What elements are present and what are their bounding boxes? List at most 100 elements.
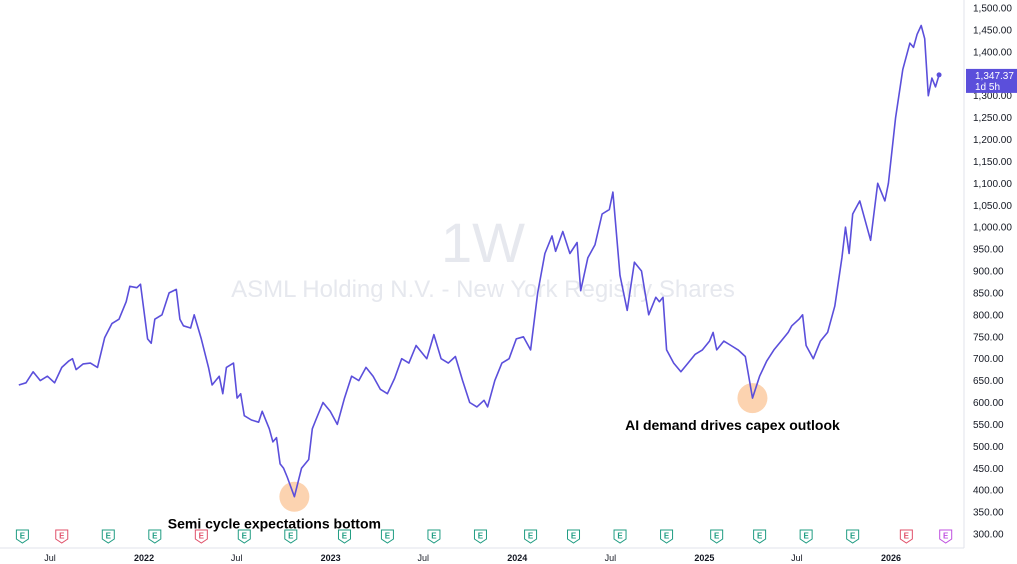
last-price-box xyxy=(966,68,1017,93)
event-badge-label: E xyxy=(342,532,348,541)
event-badge-label: E xyxy=(943,532,949,541)
event-badge-shape xyxy=(55,529,69,544)
earnings-event-marker[interactable]: E xyxy=(660,529,674,544)
watermark-interval: 1W xyxy=(441,211,525,274)
event-badge-label: E xyxy=(617,532,623,541)
event-badge-label: E xyxy=(242,532,248,541)
event-badge-shape xyxy=(524,529,538,544)
y-tick-label: 1,000.00 xyxy=(973,223,1012,234)
y-tick-label: 1,300.00 xyxy=(973,91,1012,102)
y-tick-label: 850.00 xyxy=(973,288,1004,299)
event-badge-shape xyxy=(660,529,674,544)
earnings-event-marker[interactable]: E xyxy=(567,529,581,544)
event-badge-shape xyxy=(380,529,394,544)
event-badge-label: E xyxy=(904,532,910,541)
earnings-event-marker[interactable]: E xyxy=(337,529,351,544)
event-badge-label: E xyxy=(152,532,158,541)
earnings-event-marker[interactable]: E xyxy=(101,529,115,544)
event-badge-shape xyxy=(899,529,913,544)
earnings-event-marker[interactable]: E xyxy=(473,529,487,544)
y-tick-label: 1,500.00 xyxy=(973,4,1012,15)
x-tick-label: 2026 xyxy=(881,553,901,563)
annotation-label: Semi cycle expectations bottom xyxy=(168,516,381,532)
event-badge-label: E xyxy=(803,532,809,541)
earnings-event-marker[interactable]: E xyxy=(237,529,251,544)
event-badge-label: E xyxy=(478,532,484,541)
event-badge-label: E xyxy=(199,532,205,541)
earnings-event-marker[interactable]: E xyxy=(846,529,860,544)
event-badge-shape xyxy=(473,529,487,544)
event-badge-label: E xyxy=(664,532,670,541)
y-tick-label: 1,100.00 xyxy=(973,179,1012,190)
y-tick-label: 1,050.00 xyxy=(973,201,1012,212)
series-line[interactable] xyxy=(18,24,940,498)
y-tick-label: 900.00 xyxy=(973,267,1004,278)
x-tick-label: Jul xyxy=(44,553,56,563)
x-tick-label: 2025 xyxy=(694,553,714,563)
last-price-value: 1,347.37 xyxy=(975,71,1014,82)
earnings-event-marker[interactable]: E xyxy=(710,529,724,544)
earnings-event-marker[interactable]: E xyxy=(613,529,627,544)
y-tick-label: 350.00 xyxy=(973,508,1004,519)
watermark: 1W ASML Holding N.V. - New York Registry… xyxy=(231,211,735,303)
y-tick-label: 400.00 xyxy=(973,486,1004,497)
event-badge-shape xyxy=(753,529,767,544)
earnings-event-marker[interactable]: E xyxy=(284,529,298,544)
y-tick-label: 550.00 xyxy=(973,420,1004,431)
earnings-event-marker[interactable]: E xyxy=(939,529,953,544)
y-tick-label: 950.00 xyxy=(973,245,1004,256)
x-tick-label: 2024 xyxy=(507,553,527,563)
event-badge-shape xyxy=(427,529,441,544)
y-tick-label: 1,150.00 xyxy=(973,157,1012,168)
x-tick-label: 2023 xyxy=(321,553,341,563)
event-badge-shape xyxy=(567,529,581,544)
y-tick-label: 450.00 xyxy=(973,464,1004,475)
event-badge-shape xyxy=(846,529,860,544)
event-badge-label: E xyxy=(757,532,763,541)
y-tick-label: 1,400.00 xyxy=(973,47,1012,58)
x-axis[interactable]: Jul 2022 Jul 2023 Jul 2024 Jul 2025 Jul 2026 xyxy=(44,553,901,563)
y-tick-label: 600.00 xyxy=(973,398,1004,409)
earnings-event-marker[interactable]: E xyxy=(15,529,29,544)
y-tick-label: 800.00 xyxy=(973,310,1004,321)
event-badge-label: E xyxy=(106,532,112,541)
x-tick-label: Jul xyxy=(791,553,803,563)
event-badge-label: E xyxy=(714,532,720,541)
y-tick-label: 1,200.00 xyxy=(973,135,1012,146)
y-tick-label: 750.00 xyxy=(973,332,1004,343)
last-point-marker xyxy=(936,72,942,78)
earnings-event-marker[interactable]: E xyxy=(899,529,913,544)
event-badge-shape xyxy=(194,529,208,544)
y-tick-label: 1,450.00 xyxy=(973,25,1012,36)
y-axis[interactable]: 300.00 350.00 400.00 450.00 500.00 550.00 600.… xyxy=(973,4,1012,541)
annotation-label: AI demand drives capex outlook xyxy=(625,417,840,433)
earnings-event-marker[interactable]: E xyxy=(380,529,394,544)
y-tick-label: 500.00 xyxy=(973,442,1004,453)
event-badge-label: E xyxy=(20,532,26,541)
event-badge-shape xyxy=(284,529,298,544)
earnings-event-marker[interactable]: E xyxy=(799,529,813,544)
event-badge-shape xyxy=(101,529,115,544)
event-badge-shape xyxy=(799,529,813,544)
y-tick-label: 300.00 xyxy=(973,530,1004,541)
x-tick-label: Jul xyxy=(231,553,243,563)
event-badge-shape xyxy=(148,529,162,544)
event-badge-label: E xyxy=(571,532,577,541)
earnings-event-marker[interactable]: E xyxy=(148,529,162,544)
earnings-event-marker[interactable]: E xyxy=(194,529,208,544)
last-price-countdown: 1d 5h xyxy=(975,82,1000,93)
watermark-symbol-name: ASML Holding N.V. - New York Registry Sh… xyxy=(231,276,735,303)
earnings-event-marker[interactable]: E xyxy=(753,529,767,544)
event-badge-label: E xyxy=(385,532,391,541)
y-tick-label: 650.00 xyxy=(973,376,1004,387)
earnings-event-marker[interactable]: E xyxy=(55,529,69,544)
event-badge-shape xyxy=(613,529,627,544)
earnings-event-marker[interactable]: E xyxy=(524,529,538,544)
x-tick-label: Jul xyxy=(417,553,429,563)
annotation-texts: Semi cycle expectations bottom AI demand … xyxy=(168,417,840,532)
earnings-event-marker[interactable]: E xyxy=(427,529,441,544)
